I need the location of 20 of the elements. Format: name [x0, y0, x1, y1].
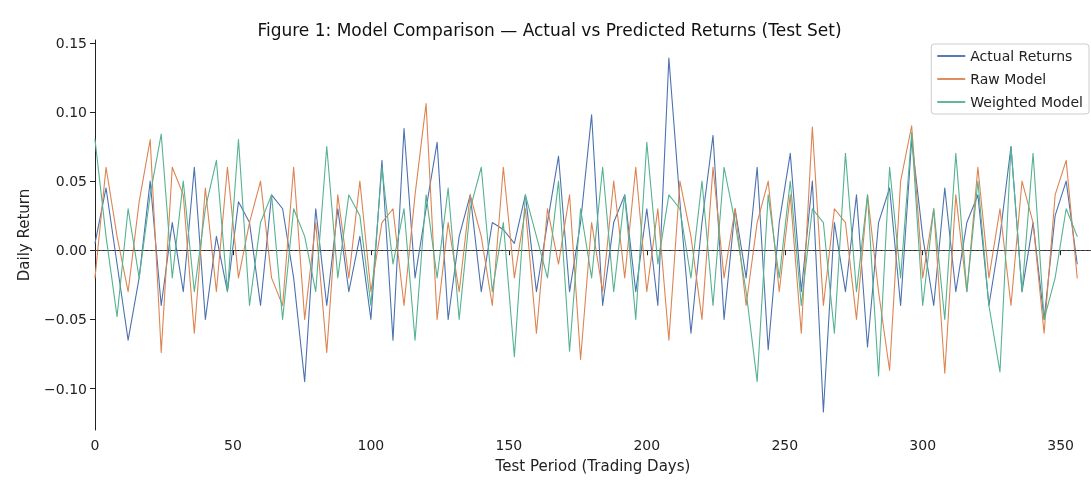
y-axis-title: Daily Return [14, 188, 33, 282]
y-tick-label: 0.00 [55, 242, 87, 259]
y-tick-label: 0.15 [55, 34, 87, 51]
x-tick-label: 250 [771, 437, 799, 453]
x-axis-title: Test Period (Trading Days) [494, 456, 691, 475]
y-tick-label: −0.05 [44, 311, 87, 328]
x-tick-label: 50 [224, 437, 242, 453]
y-tick-label: 0.05 [55, 173, 87, 190]
x-tick-label: 150 [495, 437, 523, 453]
y-tick-label: 0.10 [55, 103, 87, 120]
y-tick-label: −0.10 [44, 380, 87, 397]
x-tick-label: 200 [633, 437, 661, 453]
x-tick-label: 300 [909, 437, 937, 453]
legend-label: Actual Returns [970, 48, 1073, 64]
legend-label: Weighted Model [970, 94, 1084, 110]
x-tick-label: 100 [357, 437, 385, 453]
chart-title: Figure 1: Model Comparison — Actual vs Predicted Returns (Test Set) [257, 19, 842, 40]
x-tick-label: 350 [1047, 437, 1075, 453]
x-tick-label: 0 [90, 437, 100, 453]
legend-label: Raw Model [970, 71, 1047, 87]
